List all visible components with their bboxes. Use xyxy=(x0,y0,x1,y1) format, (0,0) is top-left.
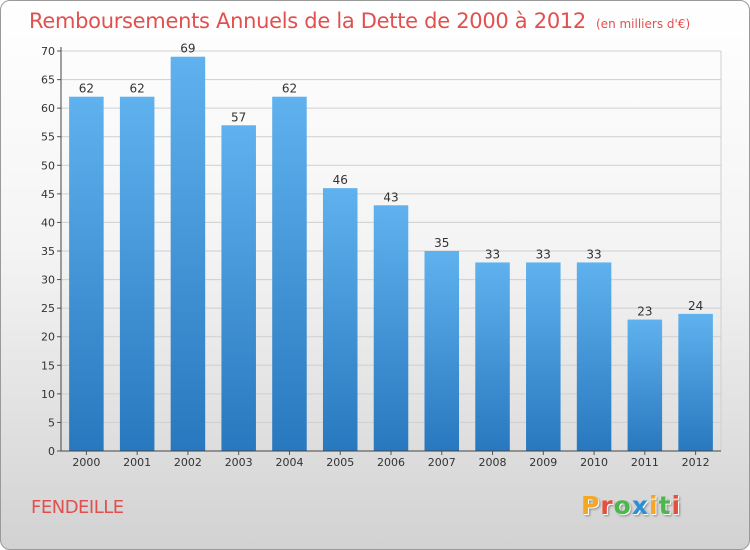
y-tick-label: 35 xyxy=(41,245,55,258)
y-tick-label: 30 xyxy=(41,274,55,287)
bar-value-label: 33 xyxy=(536,247,551,261)
bars: 62 62 69 57 62 46 43 35 33 33 33 23 24 xyxy=(69,42,713,452)
bar-2008 xyxy=(475,262,510,451)
x-tick-label: 2008 xyxy=(479,456,507,469)
bar-2006 xyxy=(373,205,409,451)
bar-2000 xyxy=(69,96,104,451)
commune-name: FENDEILLE xyxy=(31,497,124,518)
y-tick-label: 70 xyxy=(41,45,55,58)
logo-letter: r xyxy=(600,491,614,520)
chart-unit: (en milliers d'€) xyxy=(596,17,691,31)
bar-2010 xyxy=(576,262,612,451)
bar-value-label: 43 xyxy=(383,190,398,204)
bar-value-label: 69 xyxy=(180,42,195,56)
x-tick-label: 2006 xyxy=(377,456,405,469)
logo-letter: i xyxy=(671,491,682,520)
bar-2009 xyxy=(526,262,561,451)
y-tick-label: 50 xyxy=(41,159,55,172)
y-tick-label: 40 xyxy=(41,216,55,229)
bar-2007 xyxy=(424,251,460,451)
bar-2002 xyxy=(170,56,206,451)
bar-2005 xyxy=(322,188,358,451)
y-tick-label: 25 xyxy=(41,302,55,315)
y-tick-label: 20 xyxy=(41,331,55,344)
bar-value-label: 35 xyxy=(434,236,449,250)
bar-value-label: 33 xyxy=(586,247,601,261)
x-tick-label: 2002 xyxy=(174,456,202,469)
chart-title: Remboursements Annuels de la Dette de 20… xyxy=(29,9,690,33)
bar-2003 xyxy=(221,125,256,452)
bar-value-label: 57 xyxy=(231,110,246,124)
y-tick-label: 55 xyxy=(41,131,55,144)
logo-letter: o xyxy=(613,491,632,520)
x-tick-label: 2009 xyxy=(529,456,557,469)
chart-title-text: Remboursements Annuels de la Dette de 20… xyxy=(29,9,586,33)
bar-value-label: 24 xyxy=(688,299,703,313)
x-tick-label: 2000 xyxy=(72,456,100,469)
logo-letter: i xyxy=(649,491,659,520)
logo-letter: P xyxy=(581,491,601,520)
x-tick-label: 2012 xyxy=(682,456,710,469)
bar-value-label: 33 xyxy=(485,247,500,261)
y-tick-label: 65 xyxy=(41,74,55,87)
x-tick-label: 2004 xyxy=(275,456,303,469)
logo-letter: x xyxy=(631,491,649,520)
bar-2004 xyxy=(272,96,307,451)
bar-value-label: 46 xyxy=(333,173,348,187)
x-tick-label: 2010 xyxy=(580,456,608,469)
y-tick-label: 15 xyxy=(41,359,55,372)
y-tick-label: 5 xyxy=(48,416,55,429)
y-tick-label: 45 xyxy=(41,188,55,201)
axes: 0 5 10 15 20 25 30 35 40 45 50 55 60 65 70 2000 2001 2002… xyxy=(41,45,721,469)
y-tick-label: 10 xyxy=(41,388,55,401)
bar-value-label: 62 xyxy=(282,82,297,96)
y-tick-label: 0 xyxy=(48,445,55,458)
y-tick-label: 60 xyxy=(41,102,55,115)
bar-value-label: 62 xyxy=(130,82,145,96)
bar-value-label: 62 xyxy=(79,82,94,96)
x-tick-label: 2011 xyxy=(631,456,659,469)
bar-2001 xyxy=(119,96,155,451)
bar-2012 xyxy=(678,313,713,451)
x-tick-label: 2003 xyxy=(225,456,253,469)
bar-2011 xyxy=(627,319,663,451)
proxiti-logo: Proxiti xyxy=(581,491,681,520)
logo-letter: t xyxy=(658,491,672,520)
x-tick-label: 2007 xyxy=(428,456,456,469)
x-tick-label: 2001 xyxy=(123,456,151,469)
x-tick-label: 2005 xyxy=(326,456,354,469)
bar-value-label: 23 xyxy=(637,305,652,319)
